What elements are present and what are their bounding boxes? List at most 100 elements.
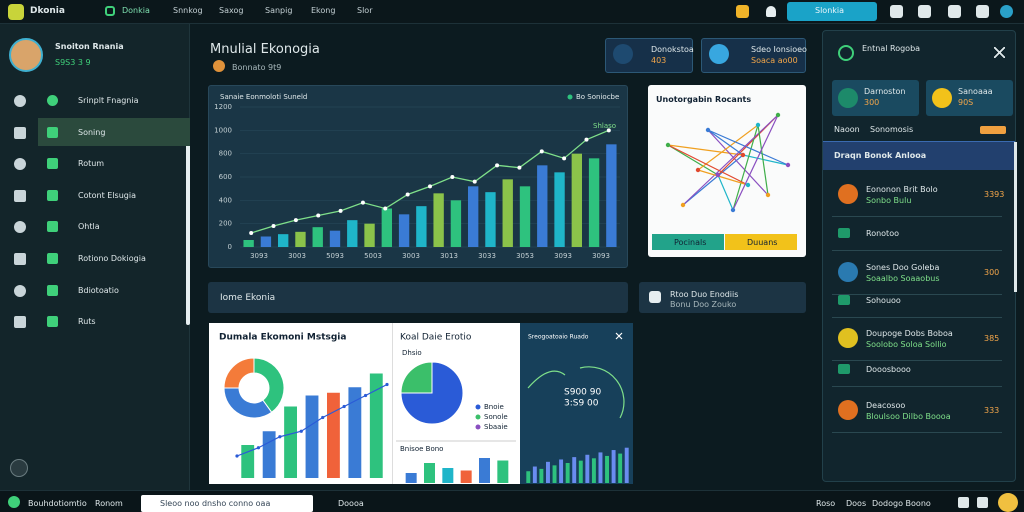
panel-title: Koal Daie Erotio (400, 333, 472, 343)
footer-link[interactable]: Doooa (338, 499, 364, 508)
list-header-bg (823, 141, 1015, 170)
side-icon (14, 95, 26, 107)
main-chart: Sanaie Eonmoloti Suneld Bo Soniocbe Shlaso… (214, 93, 620, 260)
network-edge (697, 169, 749, 186)
nav-item[interactable]: Ekong (311, 6, 336, 15)
tab-icon[interactable] (980, 126, 1006, 134)
side-badge (47, 158, 58, 170)
item-name[interactable]: Dooosbooo (866, 365, 911, 374)
nav-link[interactable]: Soning (78, 127, 106, 137)
avatar (9, 38, 43, 72)
bar (546, 461, 550, 483)
user-sub: S9S3 3 9 (55, 58, 91, 67)
y-tick-label: 1200 (214, 103, 232, 111)
network-node (755, 122, 761, 128)
network-node (730, 207, 736, 213)
icon[interactable] (1000, 5, 1013, 18)
card-icon (932, 88, 952, 108)
bar (572, 457, 577, 483)
footer-link[interactable]: Dodogo Boono (872, 499, 931, 508)
item-name[interactable]: Sones Doo Goleba (866, 263, 940, 272)
network-edge (757, 124, 769, 196)
divider (832, 360, 1002, 361)
x-tick-label: 3093 (592, 252, 610, 260)
footer-icon[interactable] (977, 497, 988, 508)
nav-item[interactable]: Saxog (219, 6, 244, 15)
item-name[interactable]: Eononon Brit Bolo (866, 185, 938, 194)
divider (832, 294, 1002, 295)
network-button[interactable] (725, 234, 797, 250)
network-button[interactable] (652, 234, 724, 250)
tab[interactable]: Naoon (834, 125, 860, 134)
side-icon (14, 284, 26, 297)
nav-link[interactable]: Rotiono Dokiogia (78, 254, 146, 263)
trend-card: Sreogoatoaio Ruado S900 903:S9 00 (526, 332, 629, 483)
item-name[interactable]: Doupoge Dobs Boboa (866, 329, 953, 338)
nav-item[interactable]: Slor (357, 6, 373, 15)
line-point (235, 454, 239, 458)
icon[interactable] (766, 6, 776, 17)
nav-item[interactable]: Sanpig (265, 6, 293, 15)
item-name[interactable]: Deacosoo (866, 401, 906, 410)
nav-link[interactable]: Ruts (78, 317, 96, 327)
button-label: Pocinals (674, 238, 707, 247)
tab[interactable]: Sonomosis (870, 125, 914, 134)
x-tick-label: 3033 (478, 252, 496, 260)
footer-search[interactable] (141, 495, 313, 512)
side-badge (47, 316, 58, 328)
share-chart: Koal Daie Erotio Dhsio Bnoie Sonole Sbaaie Bn… (396, 333, 516, 483)
trend-line (236, 383, 388, 457)
line-point (316, 213, 321, 218)
sidebar-scroll (186, 143, 190, 325)
icon[interactable] (890, 5, 903, 18)
icon[interactable] (948, 5, 961, 18)
panel-title: Sreogoatoaio Ruado (528, 334, 589, 341)
nav-item[interactable]: Snnkog (173, 6, 203, 15)
network-edge (732, 124, 759, 211)
close-button[interactable] (994, 47, 1005, 58)
footer-link[interactable]: Ronom (95, 499, 123, 508)
bar (532, 466, 537, 483)
divider (832, 250, 1002, 251)
icon[interactable] (736, 5, 749, 18)
footer-search-text: Sleoo noo dnsho conno oaa (160, 499, 271, 508)
close-icon (615, 332, 623, 340)
section-strip (208, 282, 628, 313)
footer-icon[interactable] (958, 497, 969, 508)
y-tick-label: 800 (219, 150, 232, 158)
network-node (715, 172, 721, 178)
bar (526, 471, 531, 483)
line-point (428, 184, 432, 189)
bar (565, 463, 570, 483)
card-icon (838, 88, 858, 108)
network-title: Unotorgabin Rocants (656, 95, 752, 104)
nav-link[interactable]: Bdiotoatio (78, 285, 119, 295)
search-box[interactable] (787, 2, 877, 21)
strip-sub: Bonu Doo Zouko (670, 300, 737, 309)
nav-link[interactable]: Srinplt Fnagnia (78, 96, 139, 105)
network-edge (682, 114, 779, 206)
nav-link[interactable]: Cotont Elsugia (78, 190, 136, 200)
item-name[interactable]: Ronotoo (866, 229, 899, 238)
nav-link[interactable]: Ohtla (78, 222, 100, 232)
bar (559, 459, 564, 483)
bar (305, 395, 319, 478)
footer-link[interactable]: Bouhdotiomtio (28, 499, 87, 508)
line-point (385, 382, 389, 387)
footer-link[interactable]: Roso (816, 499, 836, 508)
icon[interactable] (918, 5, 931, 18)
network-edge (682, 154, 744, 206)
nav-link[interactable]: Rotum (78, 159, 105, 169)
nav-item[interactable]: Donkia (122, 6, 150, 15)
icon[interactable] (976, 5, 989, 18)
legend-dot (475, 414, 481, 420)
page-title: Mnulial Ekonogia (210, 42, 320, 57)
network-node (665, 142, 671, 148)
footer-link[interactable]: Doos (846, 499, 867, 508)
bar (485, 192, 496, 247)
item-name[interactable]: Sohouoo (866, 296, 901, 305)
line-point (271, 224, 276, 228)
item-icon (838, 364, 850, 374)
metric-value: S900 90 (564, 388, 601, 398)
